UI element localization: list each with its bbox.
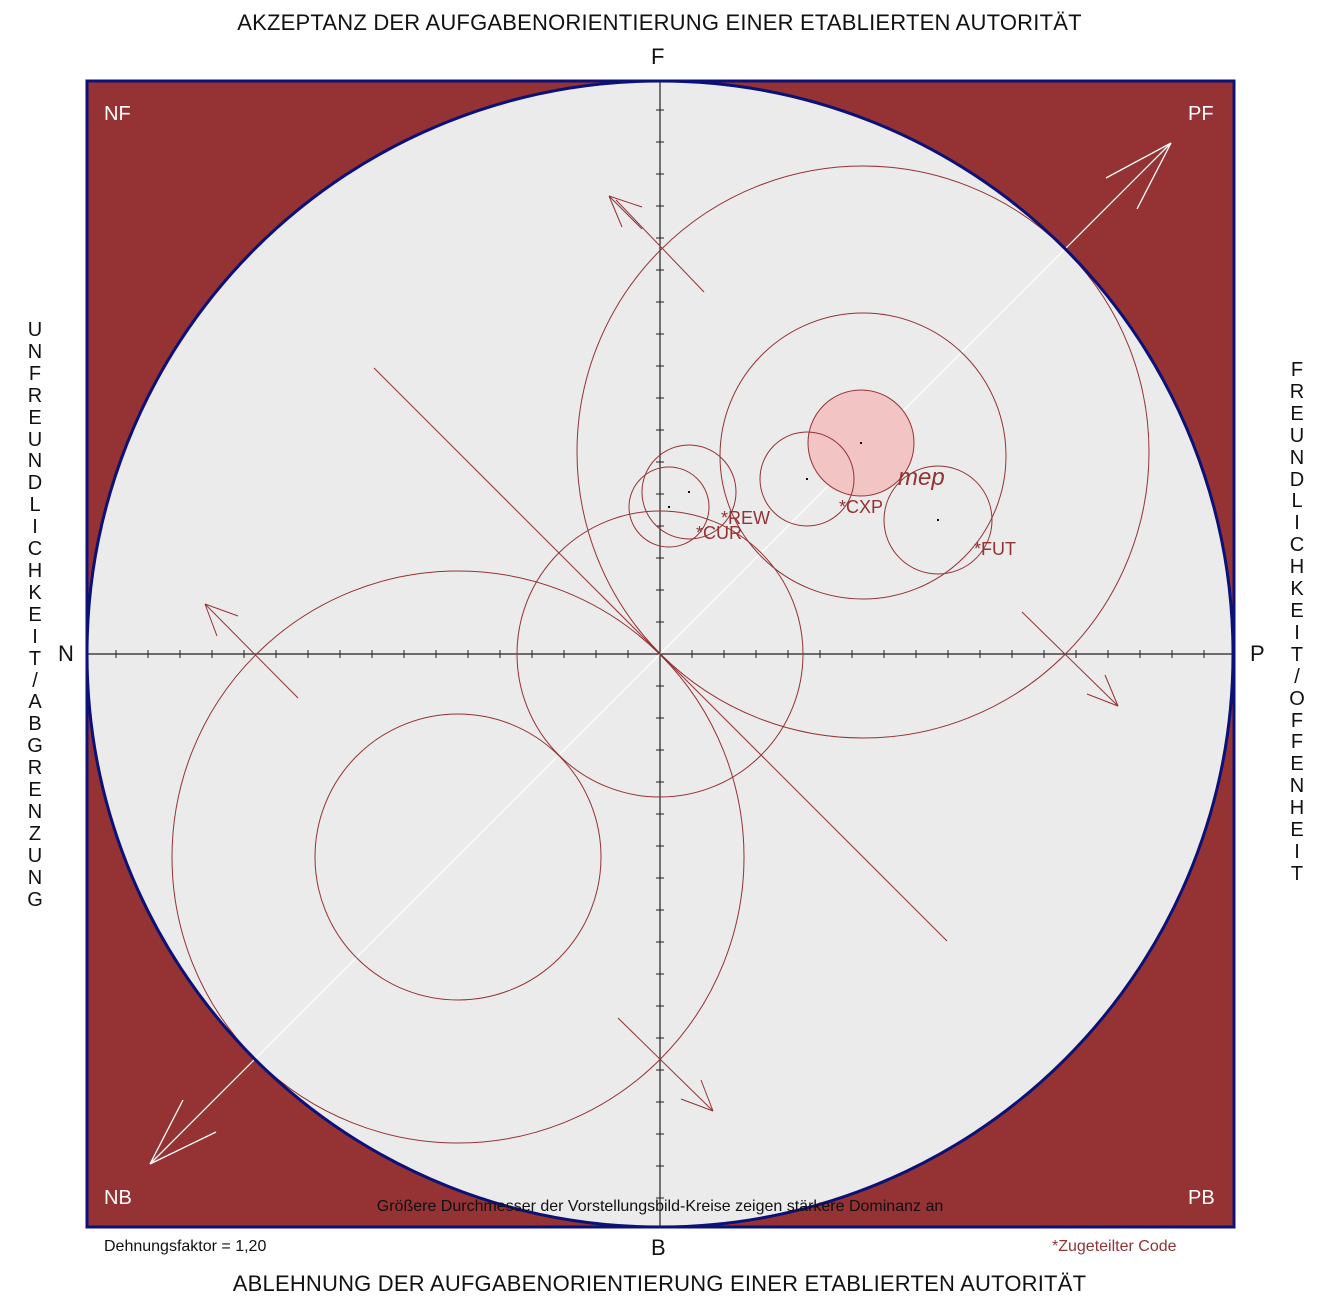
reference-circle-pf-small [719,312,1007,600]
reference-circle-nb-small [314,713,602,1001]
axis-label-p: P [1250,641,1265,666]
reference-circle-center [516,510,804,798]
image-label-cxp: *CXP [839,497,883,517]
bottom-axis-title: ABLEHNUNG DER AUFGABENORIENTIERUNG EINER… [232,1271,1087,1296]
quadrant-label-pf: PF [1188,103,1214,125]
quadrant-label-pb: PB [1188,1187,1215,1209]
image-label-rew: *REW [721,508,770,528]
dominance-note: Größere Durchmesser der Vorstellungsbild… [377,1198,943,1215]
axis-label-n: N [58,641,74,666]
image-label-fut: *FUT [974,539,1016,559]
axis-label-b: B [651,1235,666,1260]
frame-border [85,79,1236,1229]
image-circle-fut [883,465,993,575]
image-label-mep: mep [898,464,945,491]
axis-label-f: F [651,44,665,69]
quadrant-label-nf: NF [104,103,131,125]
stretch-factor-note: Dehnungsfaktor = 1,20 [104,1238,267,1255]
right-axis-title: F R E U N D L I C H K E I T / O F F E N … [1289,359,1305,885]
image-circle-cxp [759,431,855,527]
reference-circle-pf-large [576,165,1150,739]
image-label-cur: *CUR [696,523,742,543]
image-circle-rew [641,444,737,540]
image-centre-points [668,442,939,521]
arrow-bottom [617,1017,714,1112]
assigned-code-note: *Zugeteilter Code [1052,1238,1177,1255]
arrow-left [204,603,299,699]
arrow-top [608,195,705,293]
top-axis-title: AKZEPTANZ DER AUFGABENORIENTIERUNG EINER… [237,10,1082,35]
reference-circle-nb-large [171,570,745,1144]
arrow-right [1021,611,1119,707]
left-axis-title: U N F R E U N D L I C H K E I T / A B G … [27,319,43,911]
image-circle-cur [628,466,710,548]
quadrant-label-nb: NB [104,1187,132,1209]
axis-ticks [115,109,1205,1199]
